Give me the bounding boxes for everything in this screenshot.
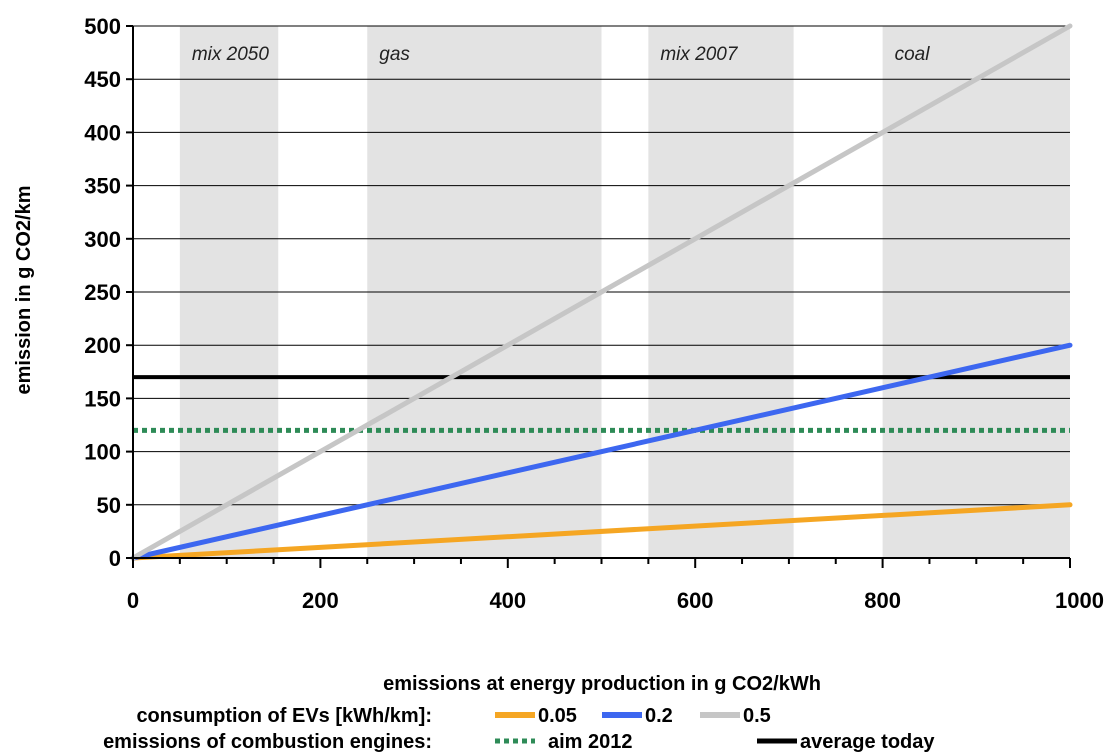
y-tick-label-350: 350 (84, 174, 121, 199)
x-tick-label-600: 600 (677, 588, 714, 613)
y-tick-label-50: 50 (97, 493, 121, 518)
x-tick-label-200: 200 (302, 588, 339, 613)
y-tick-label-450: 450 (84, 67, 121, 92)
band-label-mix-2050: mix 2050 (192, 44, 270, 65)
x-axis-title: emissions at energy production in g CO2/… (383, 673, 821, 695)
legend-item-0.05: 0.05 (538, 705, 577, 727)
series-layer (130, 23, 1073, 561)
axes-layer (126, 25, 1071, 568)
y-axis-title: emission in g CO2/km (13, 186, 35, 395)
legend-item-aim-2012: aim 2012 (548, 731, 633, 753)
legend-row1-label: consumption of EVs [kWh/km]: (136, 705, 432, 727)
series-line-0.5 (130, 23, 1073, 561)
legend-item-0.5: 0.5 (743, 705, 771, 727)
y-tick-label-200: 200 (84, 333, 121, 358)
legend: consumption of EVs [kWh/km]: emissions o… (103, 705, 935, 753)
y-tick-label-300: 300 (84, 227, 121, 252)
y-tick-label-250: 250 (84, 280, 121, 305)
x-tick-label-400: 400 (489, 588, 526, 613)
legend-item-average-today: average today (800, 731, 935, 753)
series-line-0.05 (130, 502, 1073, 561)
y-tick-label-100: 100 (84, 440, 121, 465)
legend-row2-label: emissions of combustion engines: (103, 731, 432, 753)
x-tick-label-800: 800 (864, 588, 901, 613)
legend-item-0.2: 0.2 (645, 705, 673, 727)
band-label-mix-2007: mix 2007 (660, 44, 739, 65)
x-tick-label-0: 0 (127, 588, 139, 613)
series-line-0.2 (130, 342, 1073, 561)
band-label-gas: gas (379, 44, 410, 65)
x-tick-label-1000: 1000 (1055, 588, 1104, 613)
y-tick-label-400: 400 (84, 120, 121, 145)
tick-label-layer: 0 200 400 600 800 1000 0 50 100 150 200 250 300 350 40… (84, 14, 1104, 613)
y-tick-label-0: 0 (109, 546, 121, 571)
band-label-coal: coal (895, 44, 931, 65)
y-tick-label-150: 150 (84, 386, 121, 411)
y-tick-label-500: 500 (84, 14, 121, 39)
